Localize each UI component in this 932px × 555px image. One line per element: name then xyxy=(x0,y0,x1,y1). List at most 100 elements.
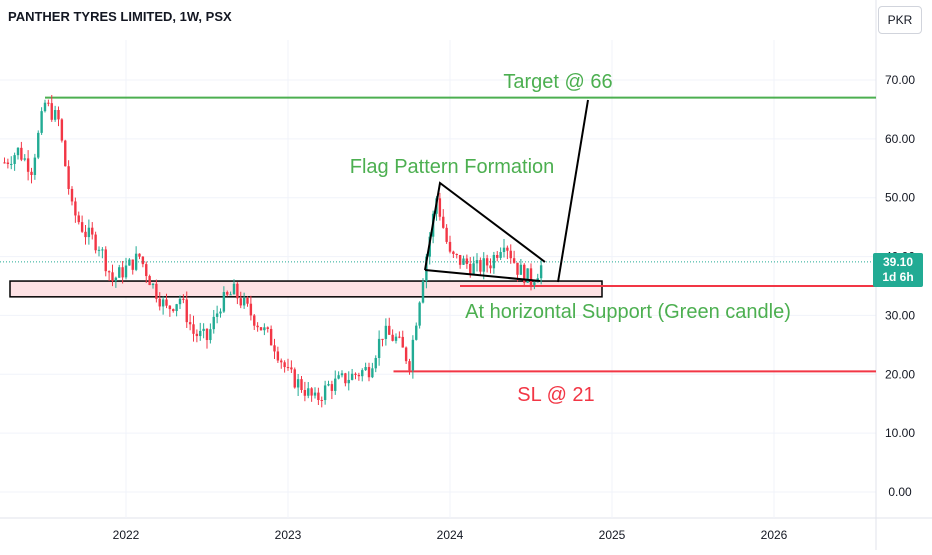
x-tick-label: 2026 xyxy=(761,528,788,542)
stop-loss-annotation: SL @ 21 xyxy=(517,384,594,406)
candle-body xyxy=(286,367,290,369)
candle-body xyxy=(209,329,212,341)
candle-body xyxy=(253,315,256,326)
candle-body xyxy=(178,298,182,305)
candle-body xyxy=(33,157,37,175)
candle-body xyxy=(269,328,273,346)
candle-body xyxy=(60,119,64,141)
candle-body xyxy=(327,384,330,386)
candle-body xyxy=(344,373,347,384)
candle-body xyxy=(445,227,448,242)
currency-button[interactable]: PKR xyxy=(878,6,922,34)
candle-body xyxy=(280,360,283,363)
candle-body xyxy=(138,253,141,257)
candle-body xyxy=(13,155,16,164)
candle-body xyxy=(475,260,479,264)
candle-body xyxy=(448,241,452,252)
candle-body xyxy=(232,283,236,295)
candle-body xyxy=(111,272,114,281)
candle-body xyxy=(151,283,155,286)
candle-body xyxy=(128,259,131,266)
candle-body xyxy=(313,392,317,396)
candle-body xyxy=(472,263,475,274)
candle-body xyxy=(492,254,496,269)
flag-annotation: Flag Pattern Formation xyxy=(350,156,555,178)
candle-body xyxy=(259,327,263,331)
candle-body xyxy=(118,267,121,278)
candle-body xyxy=(350,373,354,380)
candle-body xyxy=(26,158,30,172)
candle-body xyxy=(168,305,172,310)
candle-body xyxy=(320,399,323,401)
candle-body xyxy=(30,171,33,175)
candle-body xyxy=(421,281,425,303)
candle-body xyxy=(388,325,391,335)
candle-body xyxy=(323,385,327,401)
candle-body xyxy=(485,258,489,266)
candle-body xyxy=(3,162,6,164)
candle-body xyxy=(377,338,381,359)
candle-body xyxy=(516,262,519,275)
candle-body xyxy=(404,347,408,362)
candle-body xyxy=(161,299,165,307)
candle-body xyxy=(465,258,469,264)
candle-body xyxy=(384,325,388,339)
candle-body xyxy=(101,249,104,251)
candle-body xyxy=(533,282,536,285)
candle-body xyxy=(354,373,357,375)
candle-body xyxy=(94,234,97,251)
candle-body xyxy=(307,388,310,396)
candle-body xyxy=(330,384,334,391)
candle-body xyxy=(509,250,512,259)
candle-body xyxy=(411,339,415,371)
candle-body xyxy=(361,370,364,377)
candle-body xyxy=(273,345,276,352)
y-tick-label: 10.00 xyxy=(885,426,915,440)
candle-body xyxy=(64,140,67,167)
candle-body xyxy=(84,231,87,238)
candle-body xyxy=(489,265,492,269)
candle-body xyxy=(124,265,128,278)
candle-body xyxy=(91,227,94,235)
support-annotation: At horizontal Support (Green candle) xyxy=(465,301,791,323)
candle-body xyxy=(519,264,523,275)
candle-body xyxy=(394,336,398,341)
candle-body xyxy=(300,379,303,391)
candle-body xyxy=(462,258,465,265)
candle-body xyxy=(43,102,47,112)
y-tick-label: 70.00 xyxy=(885,73,915,87)
candle-body xyxy=(442,216,445,228)
candle-body xyxy=(37,132,40,158)
target-annotation: Target @ 66 xyxy=(503,71,612,93)
candle-body xyxy=(452,251,455,255)
x-tick-label: 2024 xyxy=(437,528,464,542)
candle-body xyxy=(249,303,253,316)
candle-body xyxy=(47,102,50,104)
x-tick-label: 2025 xyxy=(599,528,626,542)
candle-body xyxy=(67,166,70,189)
support-zone xyxy=(9,280,603,298)
chart-title: PANTHER TYRES LIMITED, 1W, PSX xyxy=(8,9,232,24)
candle-body xyxy=(398,336,401,338)
candle-body xyxy=(334,378,337,391)
candle-body xyxy=(266,327,269,329)
breakout-projection-line xyxy=(557,99,589,283)
candle-body xyxy=(23,158,26,160)
candle-body xyxy=(215,313,219,317)
x-tick-label: 2022 xyxy=(113,528,140,542)
candle-body xyxy=(408,361,411,371)
candle-body xyxy=(104,249,107,272)
bar-countdown: 1d 6h xyxy=(882,270,914,284)
candle-body xyxy=(455,254,458,256)
candle-body xyxy=(195,333,199,337)
candle-body xyxy=(539,265,543,279)
candle-body xyxy=(155,283,158,299)
candle-body xyxy=(199,330,202,337)
candle-body xyxy=(229,294,232,296)
candle-body xyxy=(317,392,320,400)
candle-body xyxy=(145,264,148,277)
candle-body xyxy=(374,358,377,369)
candle-body xyxy=(479,260,482,272)
